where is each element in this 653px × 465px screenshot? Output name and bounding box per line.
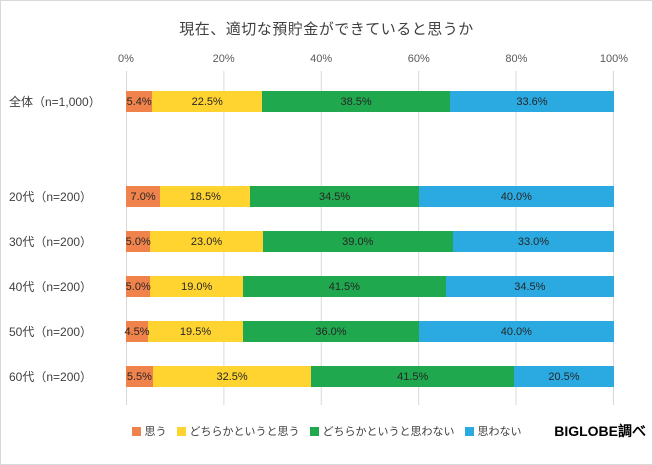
bar-segment: 5.0%: [125, 276, 151, 297]
value-label: 33.6%: [516, 95, 548, 108]
bar-segment: 40.0%: [418, 186, 614, 207]
bar-segment: 5.5%: [126, 366, 153, 387]
legend-label: 思う: [144, 426, 167, 438]
legend: 思う どちらかというと思う どちらかというと思わない 思わない: [1, 423, 652, 439]
value-label: 39.0%: [342, 235, 374, 248]
x-axis: 0% 20% 40% 60% 80% 100%: [118, 53, 628, 71]
stacked-bar: 5.5% 32.5% 41.5% 20.5%: [126, 366, 614, 387]
stacked-bar: 5.4% 22.5% 38.5% 33.6%: [126, 91, 614, 112]
bar-row: 60代（n=200） 5.5% 32.5% 41.5% 20.5%: [9, 354, 614, 399]
x-tick: 20%: [212, 53, 235, 65]
stacked-bar: 5.0% 23.0% 39.0% 33.0%: [126, 231, 614, 252]
value-label: 4.5%: [124, 325, 150, 338]
value-label: 5.0%: [125, 235, 151, 248]
chart-title: 現在、適切な預貯金ができていると思うか: [179, 21, 474, 38]
legend-swatch: [176, 426, 186, 436]
value-label: 5.4%: [126, 95, 152, 108]
stacked-bar: 5.0% 19.0% 41.5% 34.5%: [126, 276, 614, 297]
value-label: 38.5%: [340, 95, 372, 108]
bar-segment: 40.0%: [418, 321, 614, 342]
bar-segment: 19.0%: [150, 276, 244, 297]
legend-label: どちらかというと思う: [189, 426, 300, 438]
x-tick: 80%: [505, 53, 528, 65]
value-label: 34.5%: [319, 190, 351, 203]
value-label: 5.5%: [126, 370, 152, 383]
value-label: 41.5%: [328, 280, 360, 293]
value-label: 18.5%: [189, 190, 221, 203]
value-label: 36.0%: [315, 325, 347, 338]
legend-item: どちらかというと思わない: [309, 423, 455, 439]
value-label: 32.5%: [216, 370, 248, 383]
bar-segment: 19.5%: [147, 321, 244, 342]
bar-segment: 38.5%: [262, 91, 451, 112]
legend-label: 思わない: [477, 426, 522, 438]
x-tick: 40%: [310, 53, 333, 65]
category-label: 60代（n=200）: [9, 370, 93, 384]
bar-segment: 23.0%: [150, 231, 263, 252]
bar-segment: 39.0%: [262, 231, 453, 252]
bar-segment: 5.0%: [125, 231, 151, 252]
bar-row: 20代（n=200） 7.0% 18.5% 34.5% 40.0%: [9, 174, 614, 219]
value-label: 40.0%: [500, 190, 532, 203]
legend-swatch: [464, 426, 474, 436]
value-label: 33.0%: [517, 235, 550, 248]
stacked-bar: 4.5% 19.5% 36.0% 40.0%: [124, 321, 614, 342]
x-tick: 0%: [118, 53, 134, 65]
legend-item: 思わない: [464, 423, 522, 439]
bar-segment: 20.5%: [513, 366, 614, 387]
category-label: 40代（n=200）: [9, 280, 93, 294]
bar-segment: 18.5%: [160, 186, 251, 207]
bar-row: 30代（n=200） 5.0% 23.0% 39.0% 33.0%: [9, 219, 614, 264]
chart-footer: 思う どちらかというと思う どちらかというと思わない 思わない BIGLOBE調べ: [1, 421, 652, 443]
value-label: 5.0%: [125, 280, 151, 293]
value-label: 41.5%: [397, 370, 429, 383]
bar-segment: 36.0%: [243, 321, 419, 342]
legend-swatch: [131, 426, 141, 436]
source-credit: BIGLOBE調べ: [554, 423, 646, 439]
legend-item: どちらかというと思う: [176, 423, 300, 439]
legend-item: 思う: [131, 423, 167, 439]
x-tick: 60%: [407, 53, 430, 65]
bar-segment: 5.4%: [126, 91, 153, 112]
legend-label: どちらかというと思わない: [322, 426, 455, 438]
bar-segment: 33.6%: [450, 91, 614, 112]
rows: 全体（n=1,000） 5.4% 22.5% 38.5% 33.6% 20代（n=200）…: [9, 71, 614, 405]
value-label: 22.5%: [191, 95, 223, 108]
bar-segment: 22.5%: [152, 91, 263, 112]
x-tick: 100%: [599, 53, 629, 65]
value-label: 23.0%: [190, 235, 223, 248]
category-label: 50代（n=200）: [9, 325, 93, 339]
value-label: 40.0%: [500, 325, 532, 338]
bar-row: 40代（n=200） 5.0% 19.0% 41.5% 34.5%: [9, 264, 614, 309]
stacked-bar: 7.0% 18.5% 34.5% 40.0%: [126, 186, 614, 207]
plot-area: 全体（n=1,000） 5.4% 22.5% 38.5% 33.6% 20代（n=200）…: [9, 71, 614, 405]
bar-segment: 33.0%: [452, 231, 614, 252]
bar-row: 全体（n=1,000） 5.4% 22.5% 38.5% 33.6%: [9, 79, 614, 124]
category-label: 30代（n=200）: [9, 235, 93, 249]
chart-body: 0% 20% 40% 60% 80% 100% 全体（n=1,000） 5.4% 22.5% 3…: [9, 53, 628, 405]
bar-segment: 32.5%: [152, 366, 312, 387]
legend-swatch: [309, 426, 319, 436]
bar-segment: 41.5%: [243, 276, 446, 297]
value-label: 19.5%: [179, 325, 212, 338]
bar-segment: 34.5%: [445, 276, 614, 297]
value-label: 19.0%: [181, 280, 213, 293]
value-label: 7.0%: [130, 190, 156, 203]
category-label: 20代（n=200）: [9, 190, 93, 204]
bar-segment: 7.0%: [126, 186, 161, 207]
bar-segment: 4.5%: [124, 321, 150, 342]
category-label: 全体（n=1,000）: [9, 95, 101, 109]
value-label: 20.5%: [548, 370, 580, 383]
bar-row: 50代（n=200） 4.5% 19.5% 36.0% 40.0%: [9, 309, 614, 354]
bar-segment: 41.5%: [311, 366, 514, 387]
value-label: 34.5%: [514, 280, 546, 293]
bar-segment: 34.5%: [250, 186, 419, 207]
